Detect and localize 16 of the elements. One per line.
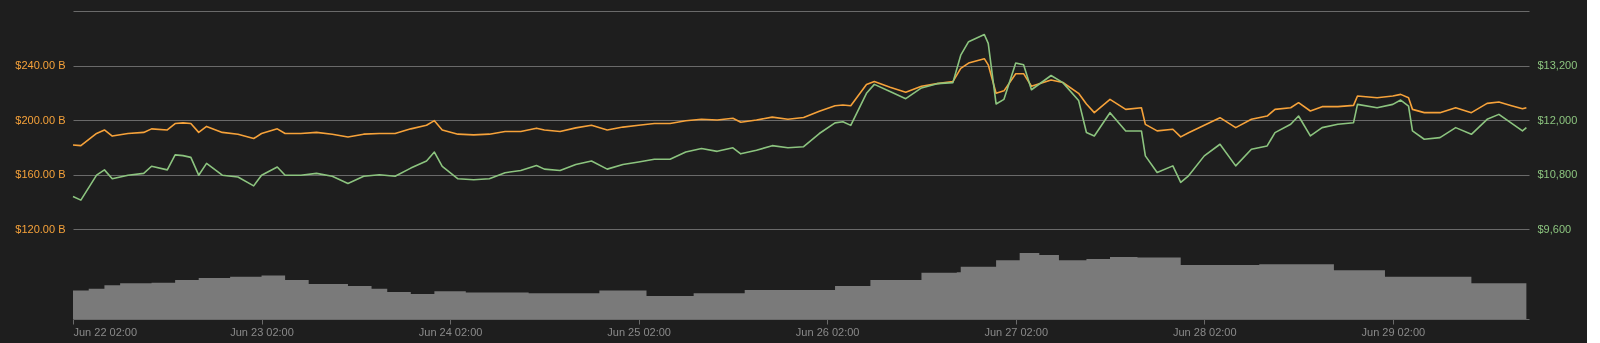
y2-tick-label: $9,600 xyxy=(1537,222,1572,235)
x-tick-label: Jun 25 02:00 xyxy=(607,325,671,338)
x-tick-label: Jun 26 02:00 xyxy=(795,325,860,338)
y-tick-label: $240.00 B xyxy=(15,59,66,71)
x-tick-label: Jun 24 02:00 xyxy=(418,325,483,338)
x-tick-label: Jun 22 02:00 xyxy=(73,325,138,338)
x-tick-label: Jun 28 02:00 xyxy=(1172,325,1237,338)
x-tick-label: Jun 23 02:00 xyxy=(230,325,294,338)
y2-tick-label: $10,800 xyxy=(1537,168,1578,180)
y-tick-label: $200.00 B xyxy=(15,113,66,126)
y2-tick-label: $13,200 xyxy=(1537,59,1578,71)
x-tick-label: Jun 27 02:00 xyxy=(984,325,1049,338)
y2-tick-label: $12,000 xyxy=(1537,113,1578,126)
y-tick-label: $160.00 B xyxy=(15,168,66,180)
x-tick-label: Jun 29 02:00 xyxy=(1361,325,1426,338)
y-tick-label: $120.00 B xyxy=(15,222,66,235)
